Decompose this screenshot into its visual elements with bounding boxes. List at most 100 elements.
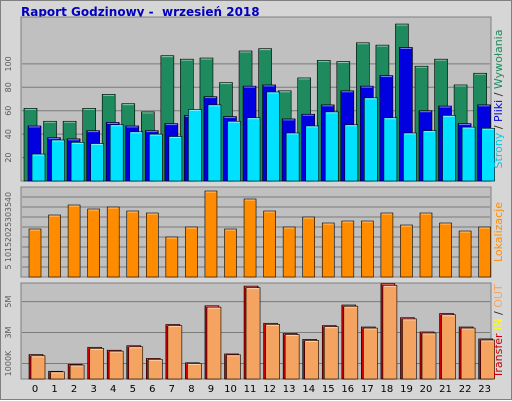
bar-lokalizacje [146,212,159,278]
visits-side-label: Strony / Pliki / Wywołania [492,30,505,169]
x-tick-label: 22 [459,384,472,395]
bar-strony [109,124,124,182]
bar-out [167,325,183,380]
bar-out [148,359,163,380]
y-tick-label: 5 [4,264,13,269]
bar-strony [129,131,144,182]
y-tick-label: 40 [4,129,13,139]
bar-strony [364,97,378,182]
bar-lokalizacje [282,226,296,278]
x-tick-label: 21 [439,384,452,395]
side-label-part: Wywołania [492,30,505,90]
bar-lokalizacje [419,212,433,278]
bar-strony [422,130,437,182]
x-tick-label: 16 [341,384,354,395]
bar-lokalizacje [380,212,394,278]
x-tick-label: 4 [110,384,116,395]
y-tick-label: 20 [4,232,13,242]
bar-out [30,355,46,380]
bar-strony [324,111,339,182]
bar-strony [305,125,320,182]
bar-out [304,340,320,380]
bar-strony [227,120,241,182]
side-label-part: Lokalizacje [492,202,505,262]
bar-strony [344,124,359,182]
bar-lokalizacje [126,210,140,278]
side-label-part: Pliki [492,100,505,122]
bar-lokalizacje [48,214,61,278]
x-tick-label: 6 [149,384,155,395]
x-tick-label: 10 [224,384,237,395]
bar-lokalizacje [165,236,179,278]
bar-strony [266,91,280,182]
bar-lokalizacje [400,224,413,278]
x-tick-label: 5 [130,384,136,395]
x-tick-label: 2 [71,384,77,395]
side-label-part: Strony [492,132,505,168]
bar-out [284,334,300,380]
bar-out [363,327,378,380]
side-label-part: Transfer [492,333,505,379]
y-tick-label: 15 [4,242,13,252]
bar-out [128,346,144,380]
x-tick-label: 0 [32,384,38,395]
x-tick-label: 7 [169,384,175,395]
bar-strony [188,109,202,182]
bar-lokalizacje [204,190,218,278]
bar-lokalizacje [185,226,198,278]
transfer-panel: 1000K 3M 5M Transfer IN / OUT [4,282,505,380]
bar-lokalizacje [263,210,276,278]
bar-strony [442,115,456,182]
x-tick-label: 11 [244,384,257,395]
y-tick-label: 5M [4,295,13,307]
x-tick-label: 23 [478,384,491,395]
x-tick-label: 13 [283,384,296,395]
bar-lokalizacje [321,222,335,278]
bar-lokalizacje [224,228,237,278]
y-tick-label: 20 [4,152,13,162]
bar-strony [461,126,476,182]
side-label-part: / [492,308,505,319]
bar-lokalizacje [341,220,355,278]
bar-lokalizacje [243,198,257,278]
y-tick-label: 10 [4,252,13,262]
bar-out [421,332,437,380]
bar-lokalizacje [439,222,452,278]
bar-strony [246,117,261,182]
visits-panel: 20 40 60 80 100 Strony / Pliki / Wywołania [4,16,505,182]
x-tick-label: 8 [188,384,194,395]
x-tick-label: 17 [361,384,374,395]
transfer-side-label: Transfer IN / OUT [492,284,505,379]
bar-out [206,306,222,380]
bar-out [460,327,476,380]
bar-out [89,348,104,380]
bar-out [245,287,261,380]
bar-out [108,350,124,380]
bar-out [382,285,398,380]
bar-strony [207,104,222,182]
y-tick-label: 30 [4,212,13,222]
bar-out [69,364,85,380]
x-tick-label: 9 [208,384,214,395]
bar-strony [51,139,65,182]
x-tick-label: 20 [420,384,433,395]
bar-strony [168,136,183,182]
x-tick-label: 1 [51,384,57,395]
bar-out [480,339,495,380]
bar-lokalizacje [361,220,374,278]
x-tick-label: 14 [302,384,315,395]
bar-strony [383,117,398,182]
y-tick-label: 80 [4,82,13,92]
y-tick-label: 35 [4,202,13,212]
y-tick-label: 25 [4,222,13,232]
bar-out [226,354,241,380]
bar-lokalizacje [106,206,120,278]
side-label-part: / [492,89,505,100]
y-tick-label: 1000K [4,350,13,376]
side-label-part: IN [492,318,505,329]
bar-out [343,305,359,380]
bar-out [323,326,339,380]
